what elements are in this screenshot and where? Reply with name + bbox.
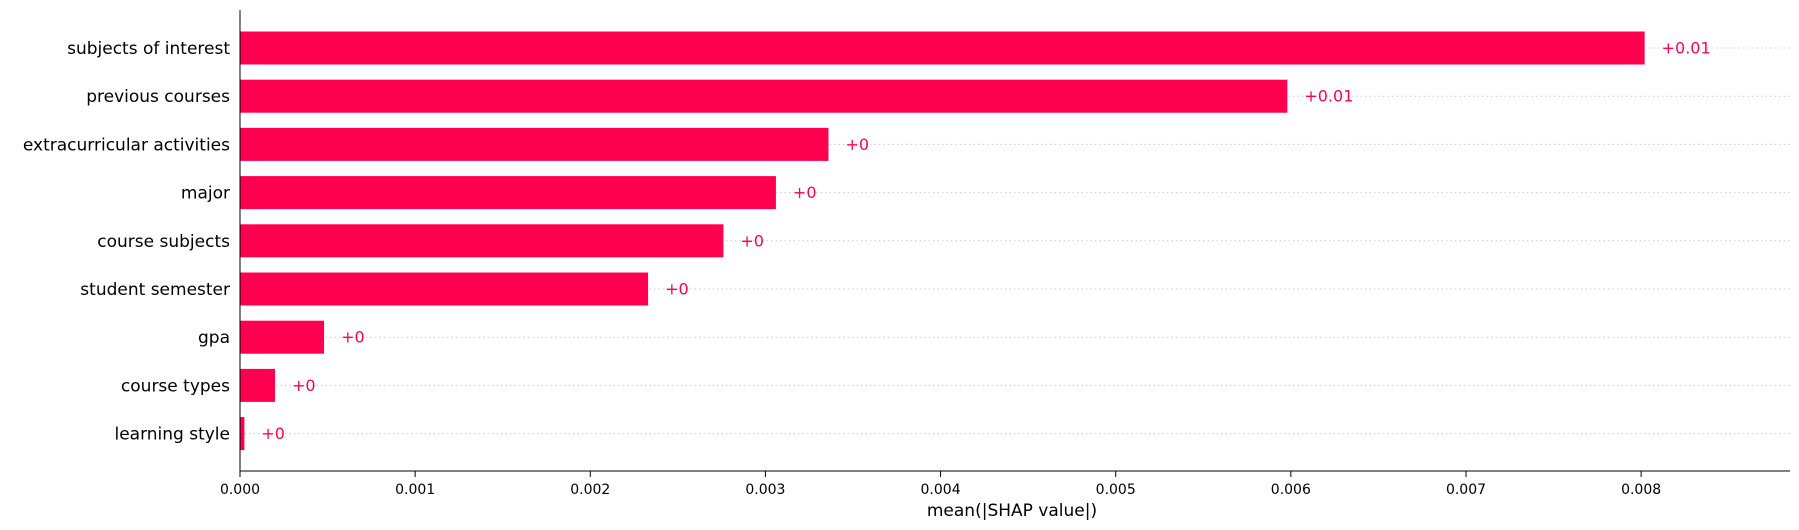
feature-labels: subjects of interest previous courses extr…	[23, 39, 230, 445]
x-tick-label: 0.000	[220, 482, 260, 498]
bar	[240, 368, 276, 402]
bar	[240, 79, 1288, 113]
feature-label: subjects of interest	[67, 39, 230, 59]
feature-label: gpa	[198, 328, 230, 348]
feature-label: previous courses	[86, 87, 230, 107]
value-label: +0	[740, 231, 764, 250]
bar	[240, 224, 724, 258]
feature-label: major	[181, 184, 230, 204]
x-tick-label: 0.003	[745, 482, 785, 498]
feature-label: extracurricular activities	[23, 135, 230, 155]
feature-label: course subjects	[97, 232, 230, 252]
value-label: +0.01	[1662, 39, 1711, 58]
x-tick-label: 0.004	[921, 482, 961, 498]
x-tick-label: 0.006	[1271, 482, 1311, 498]
bar	[240, 417, 245, 451]
x-axis-title: mean(|SHAP value|)	[927, 501, 1097, 521]
value-label: +0	[261, 424, 285, 443]
value-labels: +0.01 +0.01 +0 +0 +0 +0 +0 +0 +0	[261, 39, 1710, 444]
x-tick-label: 0.008	[1621, 482, 1661, 498]
bar	[240, 127, 829, 161]
bars	[240, 31, 1645, 451]
value-label: +0	[665, 280, 689, 299]
x-tick-label: 0.007	[1446, 482, 1486, 498]
value-label: +0	[793, 183, 817, 202]
bar	[240, 320, 325, 354]
feature-label: course types	[121, 376, 230, 396]
x-tick-label: 0.002	[570, 482, 610, 498]
bar	[240, 31, 1645, 65]
bar	[240, 272, 649, 306]
feature-label: student semester	[80, 280, 230, 300]
value-label: +0.01	[1304, 87, 1353, 106]
value-label: +0	[845, 135, 869, 154]
x-axis-ticks: 0.000 0.001 0.002 0.003 0.004 0.005 0.006 0.007…	[220, 471, 1661, 498]
value-label: +0	[292, 376, 316, 395]
x-tick-label: 0.005	[1096, 482, 1136, 498]
x-tick-label: 0.001	[395, 482, 435, 498]
value-label: +0	[341, 328, 365, 347]
bar	[240, 176, 776, 210]
feature-label: learning style	[114, 425, 230, 445]
